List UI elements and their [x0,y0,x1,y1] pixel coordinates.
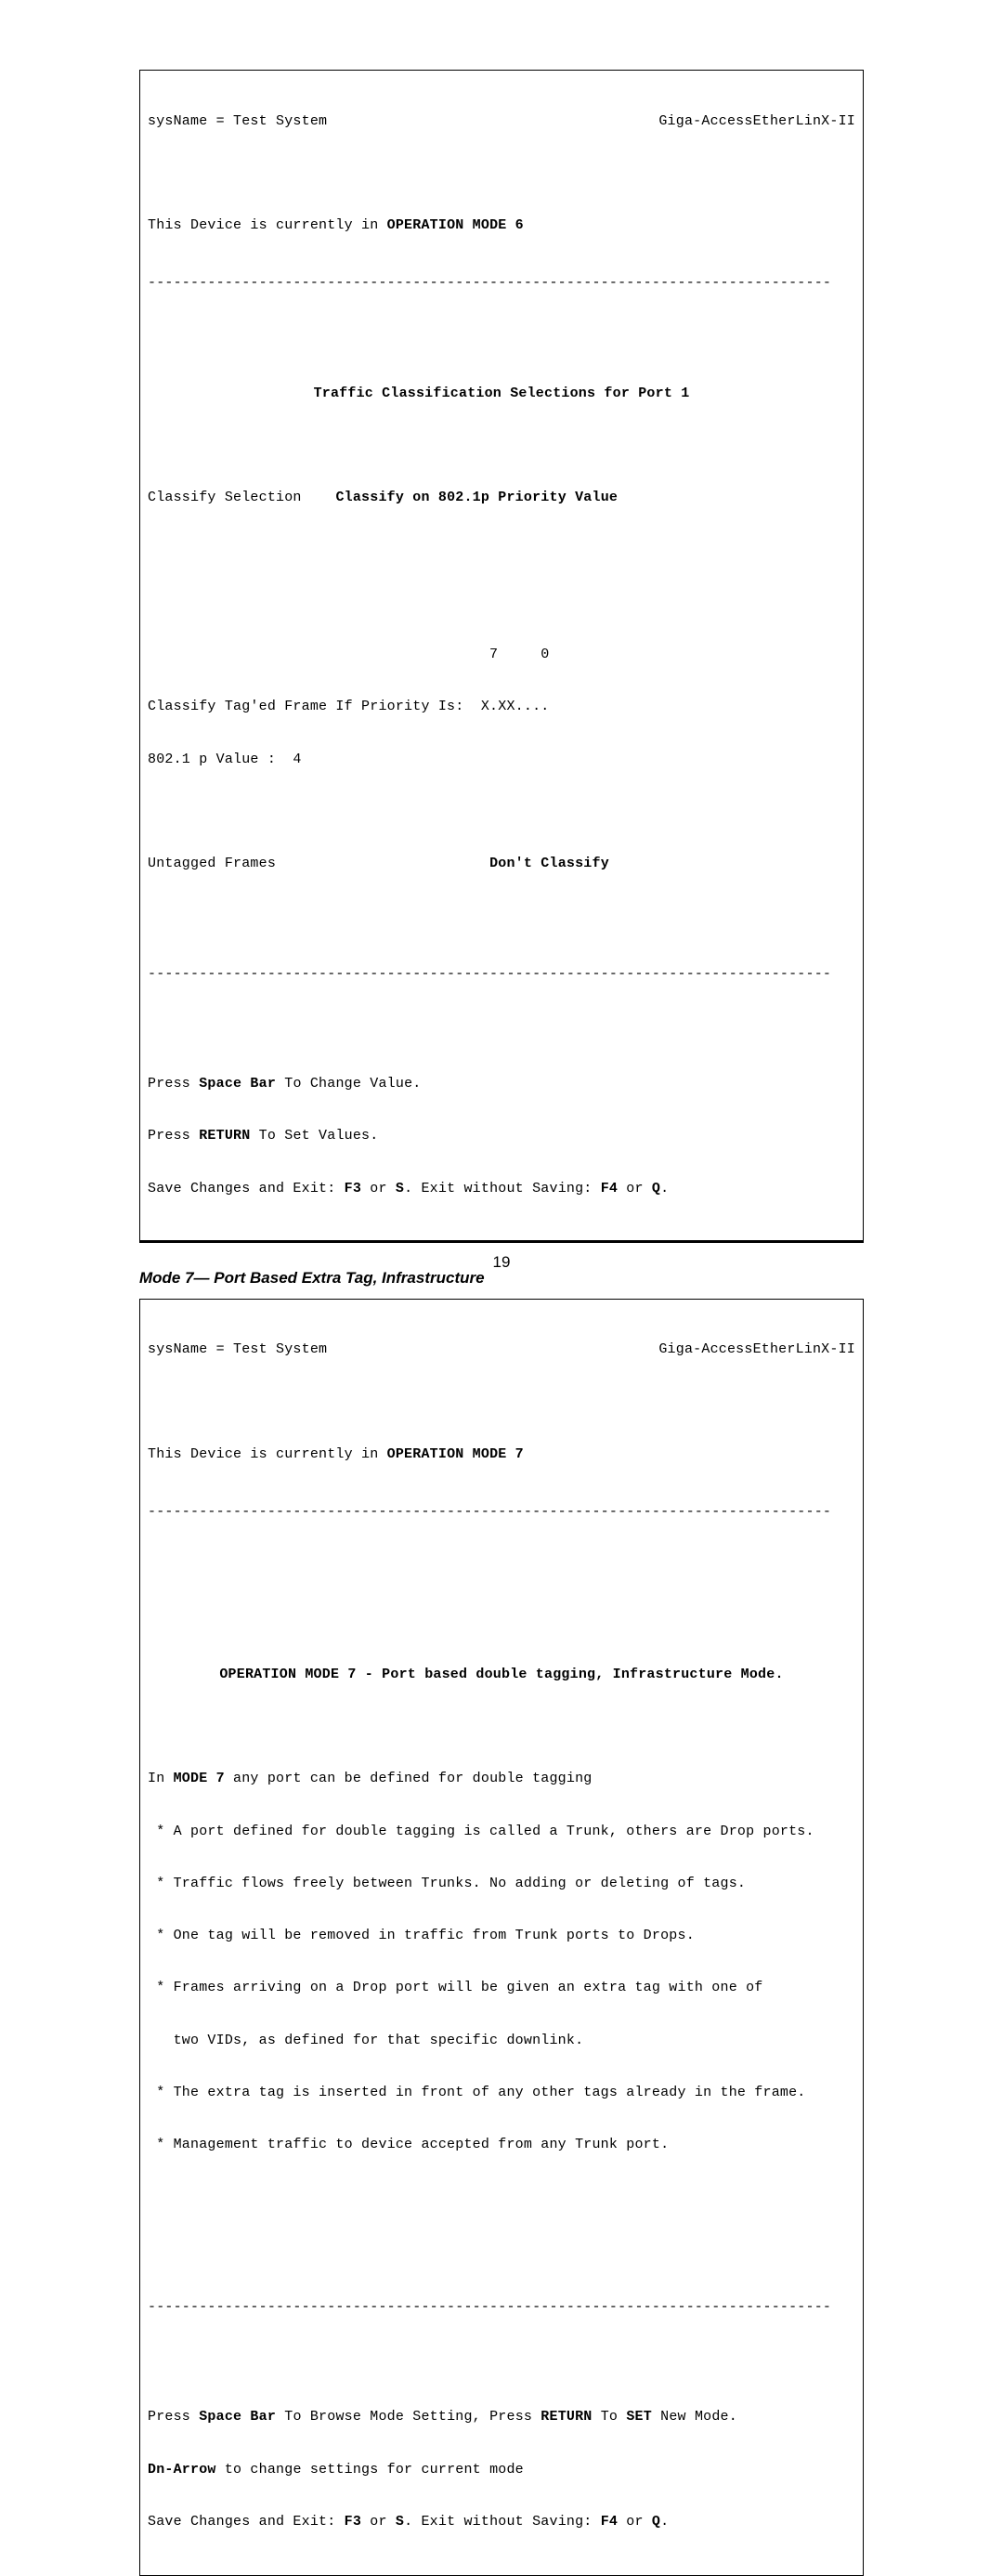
f4-key: F4 [601,2514,618,2530]
page: sysName = Test System Giga-AccessEtherLi… [0,0,1003,1298]
txt: Press [148,2409,199,2425]
txt: to change settings for current mode [216,2462,524,2478]
txt: . Exit without Saving: [404,2514,601,2530]
blank [148,908,855,925]
title-bold: OPERATION MODE 7 [219,1667,356,1682]
classify-selection-row: Classify Selection Classify on 802.1p Pr… [148,490,855,507]
tagged-frame-row: Classify Tag'ed Frame If Priority Is: X.… [148,699,855,716]
body-line: * The extra tag is inserted in front of … [148,2085,855,2102]
txt: Press [148,1128,199,1144]
title-rest: - Port based double tagging, Infrastruct… [357,1667,784,1682]
txt: or [618,1181,652,1196]
sysname: sysName = Test System [148,1341,327,1359]
device-name: Giga-AccessEtherLinX-II [658,113,855,131]
blank [148,804,855,821]
q-key: Q [652,1181,660,1196]
txt: or [361,2514,396,2530]
terminal-mode-6: sysName = Test System Giga-AccessEtherLi… [139,70,864,1243]
mode-prefix: This Device is currently in [148,217,387,233]
blank [148,165,855,183]
blank [148,1615,855,1632]
txt: . Exit without Saving: [404,1181,601,1196]
footer-rule [139,1240,864,1242]
spacebar-key: Space Bar [199,1076,276,1092]
blank [148,595,855,612]
body-line: * Frames arriving on a Drop port will be… [148,1980,855,1997]
8021p-value-row: 802.1 p Value : 4 [148,752,855,769]
blank [148,1024,855,1041]
section-title: OPERATION MODE 7 - Port based double tag… [148,1667,855,1684]
blank [148,543,855,560]
txt: Save Changes and Exit: [148,1181,345,1196]
blank [148,1562,855,1579]
help-line-3: Save Changes and Exit: F3 or S. Exit wit… [148,2514,855,2531]
untagged-value[interactable]: Don't Classify [489,856,609,871]
txt: or [361,1181,396,1196]
s-key: S [396,2514,404,2530]
classify-selection-value[interactable]: Classify on 802.1p Priority Value [335,490,618,505]
body-line: * Management traffic to device accepted … [148,2137,855,2154]
help-line-1: Press Space Bar To Change Value. [148,1076,855,1093]
blank [148,1394,855,1412]
dnarrow-key: Dn-Arrow [148,2462,216,2478]
blank [148,2242,855,2259]
txt: Press [148,1076,199,1092]
help-line-3: Save Changes and Exit: F3 or S. Exit wit… [148,1181,855,1198]
classify-selection-label: Classify Selection [148,490,302,505]
divider: ----------------------------------------… [148,275,855,293]
txt: . [660,1181,669,1196]
txt: Save Changes and Exit: [148,2514,345,2530]
return-key: RETURN [541,2409,592,2425]
txt: any port can be defined for double taggi… [225,1771,593,1786]
body-line: * Traffic flows freely between Trunks. N… [148,1876,855,1893]
terminal-mode-7: sysName = Test System Giga-AccessEtherLi… [139,1299,864,2576]
body-line: In MODE 7 any port can be defined for do… [148,1771,855,1788]
mode-value: OPERATION MODE 7 [387,1446,524,1462]
return-key: RETURN [199,1128,250,1144]
help-line-2: Press RETURN To Set Values. [148,1128,855,1145]
blank [148,2189,855,2206]
untagged-row: Untagged Frames Don't Classify [148,856,855,873]
f3-key: F3 [345,1181,361,1196]
mode-prefix: This Device is currently in [148,1446,387,1462]
f3-key: F3 [345,2514,361,2530]
mode-line: This Device is currently in OPERATION MO… [148,1446,855,1464]
help-line-1: Press Space Bar To Browse Mode Setting, … [148,2409,855,2426]
body-line: * One tag will be removed in traffic fro… [148,1928,855,1945]
txt: To Change Value. [276,1076,421,1092]
mode-line: This Device is currently in OPERATION MO… [148,217,855,235]
priority-header: 7 0 [148,647,855,664]
txt: To Set Values. [250,1128,378,1144]
txt: To Browse Mode Setting, Press [276,2409,541,2425]
divider: ----------------------------------------… [148,1504,855,1522]
mode-value: OPERATION MODE 6 [387,217,524,233]
q-key: Q [652,2514,660,2530]
blank [148,1719,855,1736]
txt: In [148,1771,174,1786]
spacebar-key: Space Bar [199,2409,276,2425]
body-line: two VIDs, as defined for that specific d… [148,2033,855,2050]
blank [148,438,855,455]
s-key: S [396,1181,404,1196]
blank [148,2357,855,2374]
txt: . [660,2514,669,2530]
divider: ----------------------------------------… [148,2299,855,2317]
txt: New Mode. [652,2409,737,2425]
sysname: sysName = Test System [148,113,327,131]
txt: or [618,2514,652,2530]
page-number: 19 [0,1253,1003,1272]
section-title: Traffic Classification Selections for Po… [148,386,855,403]
untagged-label: Untagged Frames [148,856,276,871]
header-row: sysName = Test System Giga-AccessEtherLi… [148,1341,855,1359]
blank [148,333,855,351]
f4-key: F4 [601,1181,618,1196]
device-name: Giga-AccessEtherLinX-II [658,1341,855,1359]
help-line-2: Dn-Arrow to change settings for current … [148,2462,855,2479]
set-key: SET [626,2409,652,2425]
txt: To [593,2409,627,2425]
header-row: sysName = Test System Giga-AccessEtherLi… [148,113,855,131]
mode7-bold: MODE 7 [174,1771,225,1786]
divider: ----------------------------------------… [148,966,855,984]
body-line: * A port defined for double tagging is c… [148,1824,855,1841]
